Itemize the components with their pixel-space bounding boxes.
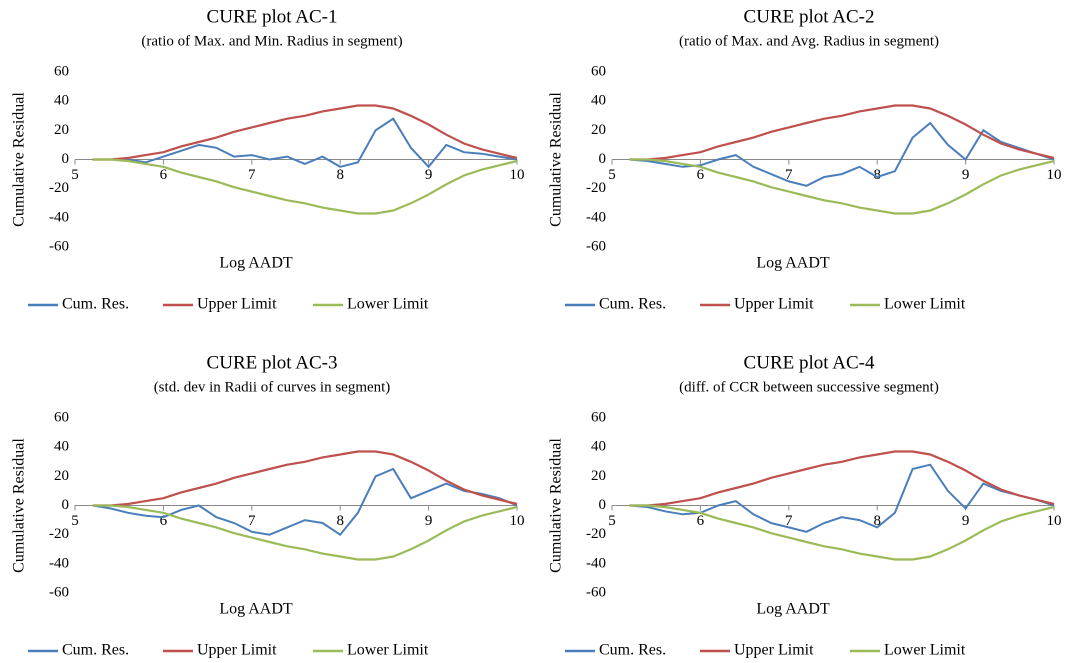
x-axis-title: Log AADT bbox=[219, 255, 293, 272]
legend-label: Upper Limit bbox=[197, 642, 277, 658]
x-tick-label: 10 bbox=[1047, 167, 1062, 183]
chart-title: CURE plot AC-2 bbox=[744, 6, 875, 27]
y-tick-label: 0 bbox=[599, 497, 607, 513]
legend-label: Upper Limit bbox=[734, 642, 814, 658]
y-tick-label: 40 bbox=[591, 439, 606, 455]
y-axis-title: Cumulative Residual bbox=[548, 92, 565, 227]
x-tick-label: 6 bbox=[697, 513, 705, 529]
chart-subtitle: (ratio of Max. and Min. Radius in segmen… bbox=[141, 33, 402, 49]
y-tick-label: -20 bbox=[49, 526, 69, 542]
series-line bbox=[629, 121, 1055, 187]
y-tick-label: 0 bbox=[599, 151, 607, 167]
x-tick-label: 8 bbox=[336, 513, 344, 529]
x-tick-label: 9 bbox=[962, 167, 970, 183]
x-tick-label: 10 bbox=[510, 513, 525, 529]
x-tick-label: 5 bbox=[608, 167, 616, 183]
x-tick-label: 5 bbox=[71, 513, 79, 529]
x-axis-title: Log AADT bbox=[756, 601, 830, 618]
x-axis-title: Log AADT bbox=[219, 601, 293, 618]
series-line bbox=[92, 104, 518, 161]
chart-subtitle: (diff. of CCR between successive segment… bbox=[679, 379, 939, 395]
legend-label: Lower Limit bbox=[884, 642, 966, 658]
legend-label: Upper Limit bbox=[734, 296, 814, 313]
x-tick-label: 5 bbox=[71, 167, 79, 183]
y-tick-label: -20 bbox=[586, 526, 606, 542]
legend-label: Lower Limit bbox=[347, 642, 429, 658]
chart-subtitle: (std. dev in Radii of curves in segment) bbox=[154, 379, 391, 395]
series-line bbox=[629, 104, 1055, 161]
y-tick-label: 0 bbox=[62, 151, 70, 167]
x-tick-label: 6 bbox=[697, 167, 705, 183]
legend-label: Cum. Res. bbox=[599, 642, 666, 658]
y-tick-label: 0 bbox=[62, 497, 70, 513]
series-line bbox=[92, 467, 518, 537]
x-tick-label: 7 bbox=[248, 167, 256, 183]
legend-label: Cum. Res. bbox=[62, 296, 129, 313]
x-tick-label: 7 bbox=[248, 513, 256, 529]
x-tick-label: 6 bbox=[160, 513, 168, 529]
y-tick-label: -40 bbox=[586, 209, 606, 225]
y-tick-label: 60 bbox=[54, 63, 69, 79]
y-tick-label: 20 bbox=[591, 468, 606, 484]
y-tick-label: 40 bbox=[591, 93, 606, 109]
y-tick-label: 60 bbox=[54, 409, 69, 425]
y-tick-label: -60 bbox=[49, 238, 69, 254]
x-tick-label: 8 bbox=[336, 167, 344, 183]
series-line bbox=[92, 450, 518, 507]
y-tick-label: -60 bbox=[586, 584, 606, 600]
series-line bbox=[629, 450, 1055, 507]
series-line bbox=[629, 158, 1055, 215]
legend-label: Cum. Res. bbox=[599, 296, 666, 313]
y-tick-label: -40 bbox=[586, 555, 606, 571]
x-tick-label: 5 bbox=[608, 513, 616, 529]
y-tick-label: 20 bbox=[54, 468, 69, 484]
y-tick-label: -60 bbox=[586, 238, 606, 254]
x-tick-label: 6 bbox=[160, 167, 168, 183]
y-axis-title: Cumulative Residual bbox=[11, 92, 28, 227]
series-line bbox=[92, 158, 518, 215]
series-line bbox=[629, 504, 1055, 561]
y-axis-title: Cumulative Residual bbox=[548, 438, 565, 573]
y-tick-label: -40 bbox=[49, 209, 69, 225]
y-tick-label: -20 bbox=[49, 180, 69, 196]
x-tick-label: 10 bbox=[1047, 513, 1062, 529]
chart-title: CURE plot AC-4 bbox=[744, 352, 875, 373]
y-tick-label: -40 bbox=[49, 555, 69, 571]
x-tick-label: 10 bbox=[510, 167, 525, 183]
y-tick-label: 40 bbox=[54, 93, 69, 109]
legend-label: Lower Limit bbox=[884, 296, 966, 313]
chart-title: CURE plot AC-1 bbox=[207, 6, 338, 27]
x-tick-label: 9 bbox=[962, 513, 970, 529]
y-tick-label: 20 bbox=[54, 122, 69, 138]
series-line bbox=[92, 504, 518, 561]
legend-label: Upper Limit bbox=[197, 296, 277, 313]
y-tick-label: 60 bbox=[591, 409, 606, 425]
x-tick-label: 9 bbox=[425, 167, 433, 183]
chart-subtitle: (ratio of Max. and Avg. Radius in segmen… bbox=[679, 33, 939, 49]
y-axis-title: Cumulative Residual bbox=[11, 438, 28, 573]
legend-label: Lower Limit bbox=[347, 296, 429, 313]
y-tick-label: 60 bbox=[591, 63, 606, 79]
y-tick-label: -60 bbox=[49, 584, 69, 600]
x-tick-label: 7 bbox=[785, 513, 793, 529]
chart-title: CURE plot AC-3 bbox=[207, 352, 338, 373]
x-tick-label: 8 bbox=[873, 513, 881, 529]
y-tick-label: 40 bbox=[54, 439, 69, 455]
series-line bbox=[92, 117, 518, 169]
legend-label: Cum. Res. bbox=[62, 642, 129, 658]
y-tick-label: -20 bbox=[586, 180, 606, 196]
x-tick-label: 8 bbox=[873, 167, 881, 183]
y-tick-label: 20 bbox=[591, 122, 606, 138]
x-axis-title: Log AADT bbox=[756, 255, 830, 272]
x-tick-label: 7 bbox=[785, 167, 793, 183]
x-tick-label: 9 bbox=[425, 513, 433, 529]
